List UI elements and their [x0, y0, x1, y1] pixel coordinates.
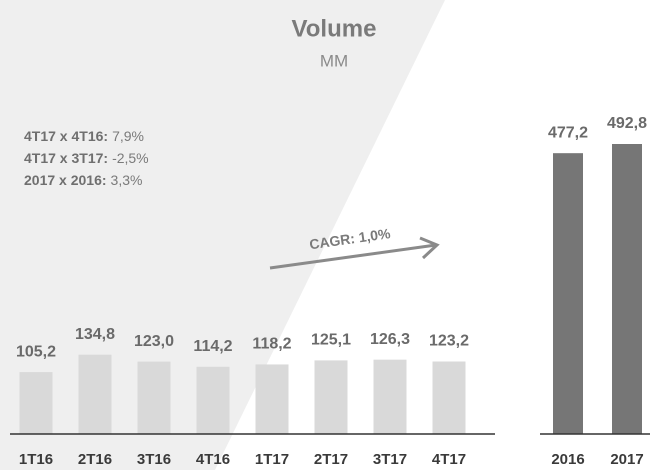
value-label: 114,2	[193, 338, 232, 355]
bar	[196, 366, 230, 434]
note-label: 2017 x 2016:	[24, 172, 107, 188]
cagr-arrowhead	[419, 236, 440, 260]
note: 4T17 x 4T16: 7,9%	[24, 128, 144, 144]
note-value: 3,3%	[111, 172, 143, 188]
note-label: 4T17 x 3T17:	[24, 150, 108, 166]
bar	[553, 153, 583, 435]
background-band	[0, 0, 445, 470]
value-label: 123,2	[429, 333, 469, 350]
x-tick-label: 4T16	[196, 451, 230, 468]
x-tick-label: 4T17	[432, 451, 466, 468]
bar	[255, 364, 289, 434]
value-label: 126,3	[370, 331, 410, 348]
value-label: 123,0	[134, 333, 174, 350]
bar	[19, 372, 53, 434]
value-label: 134,8	[75, 326, 115, 343]
bar	[78, 354, 112, 434]
note-label: 4T17 x 4T16:	[24, 128, 108, 144]
note: 2017 x 2016: 3,3%	[24, 172, 142, 188]
x-tick-label: 2017	[610, 451, 643, 468]
chart-title: Volume	[292, 15, 377, 42]
cagr-arrow	[269, 243, 437, 270]
chart-subtitle: MM	[320, 51, 348, 70]
bar	[432, 361, 466, 434]
value-label: 118,2	[252, 336, 291, 353]
note: 4T17 x 3T17: -2,5%	[24, 150, 149, 166]
value-label: 492,8	[607, 115, 647, 132]
x-tick-label: 3T16	[137, 451, 171, 468]
x-tick-label: 2T16	[78, 451, 112, 468]
note-value: 7,9%	[112, 128, 144, 144]
x-tick-label: 1T16	[19, 451, 53, 468]
x-tick-label: 2016	[551, 451, 584, 468]
x-tick-label: 1T17	[255, 451, 289, 468]
bar	[314, 360, 348, 434]
bar	[612, 144, 642, 434]
bar	[137, 361, 171, 434]
value-label: 477,2	[548, 124, 588, 141]
x-tick-label: 3T17	[373, 451, 407, 468]
value-label: 125,1	[311, 332, 351, 349]
note-value: -2,5%	[112, 150, 149, 166]
value-label: 105,2	[16, 343, 56, 360]
bar	[373, 359, 407, 434]
x-tick-label: 2T17	[314, 451, 348, 468]
